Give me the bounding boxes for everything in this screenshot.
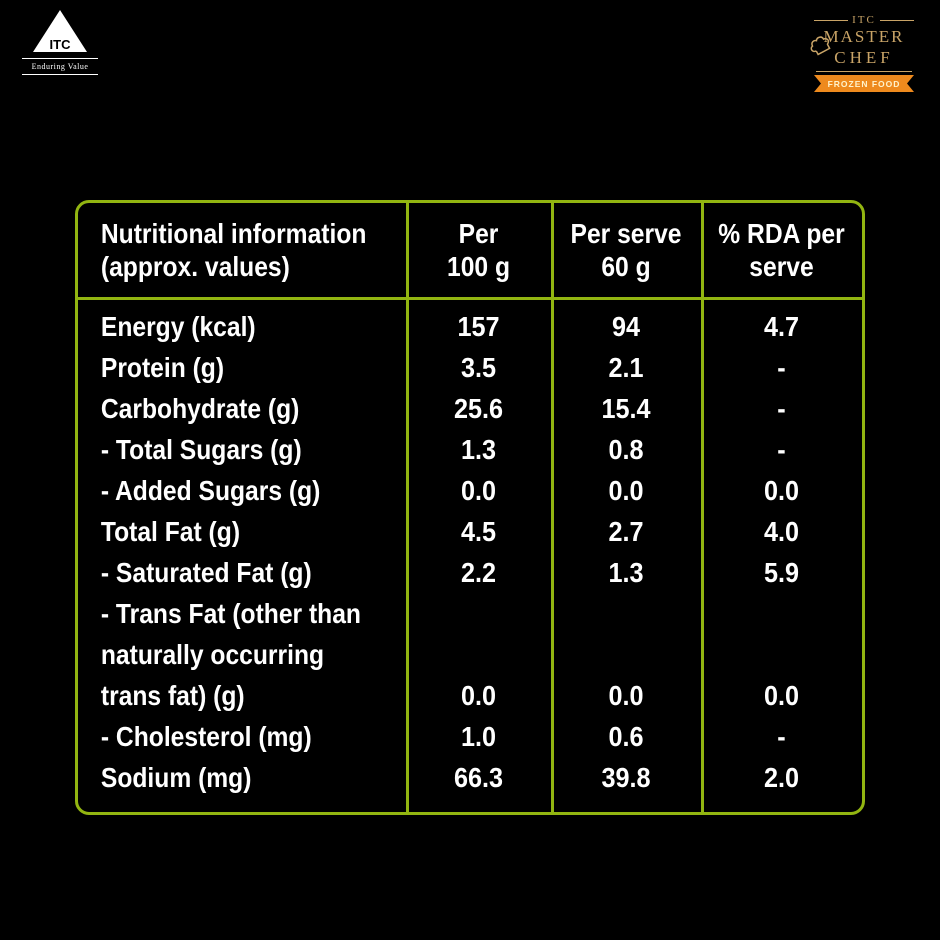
itc-rule-top: [22, 58, 98, 59]
table-body: Energy (kcal) 157 94 4.7 Protein (g) 3.5…: [78, 300, 862, 798]
rda-value: -: [777, 721, 786, 752]
rda-value: -: [777, 393, 786, 424]
header-nutritional-info: Nutritional information (approx. values): [78, 203, 367, 297]
gold-rule-right: [879, 19, 915, 21]
column-divider-3: [701, 203, 704, 812]
rda-value: 2.0: [763, 762, 800, 793]
per-serve-value: 0.0: [608, 475, 644, 506]
svg-text:ITC: ITC: [50, 37, 72, 52]
nutrient-label: Sodium (mg): [100, 762, 252, 793]
column-divider-2: [551, 203, 554, 812]
frozen-food-banner: FROZEN FOOD: [814, 75, 914, 92]
per-100g-value: 2.2: [460, 557, 497, 588]
table-row-sodium: Sodium (mg) 66.3 39.8 2.0: [78, 757, 862, 798]
per-serve-value: 0.0: [608, 680, 644, 711]
header-rda: % RDA per serve: [711, 203, 853, 297]
header-per-serve-line1: Per serve: [570, 218, 682, 249]
per-serve-value: 0.6: [608, 721, 644, 752]
rda-value: -: [777, 352, 786, 383]
masterchef-chef-text: CHEF: [834, 48, 894, 67]
per-serve-value: 1.3: [608, 557, 644, 588]
masterchef-master-text: MASTER: [823, 27, 905, 46]
header-per-100g-line1: Per: [458, 218, 499, 249]
rda-value: 4.0: [763, 516, 800, 547]
header-rda-line1: % RDA per: [718, 218, 845, 249]
per-100g-value: 0.0: [460, 680, 497, 711]
nutrient-label: - Added Sugars (g): [100, 475, 321, 506]
per-serve-value: 2.1: [608, 352, 644, 383]
header-per-serve: Per serve 60 g: [560, 203, 692, 297]
gold-rule-bottom: [816, 71, 912, 72]
table-row-total-fat: Total Fat (g) 4.5 2.7 4.0: [78, 511, 862, 552]
rda-value: 0.0: [763, 475, 800, 506]
per-100g-value: 4.5: [460, 516, 497, 547]
header-per-100g-line2: 100 g: [446, 251, 511, 282]
per-100g-value: 0.0: [460, 475, 497, 506]
chef-hat-icon: [810, 36, 831, 56]
nutrient-label: Carbohydrate (g): [100, 393, 300, 424]
per-100g-value: 25.6: [453, 393, 504, 424]
per-serve-value: 2.7: [608, 516, 644, 547]
per-100g-value: 157: [457, 311, 500, 342]
per-serve-value: 15.4: [601, 393, 651, 424]
table-row-cholesterol: - Cholesterol (mg) 1.0 0.6 -: [78, 716, 862, 757]
per-100g-value: 1.0: [460, 721, 497, 752]
column-divider-1: [406, 203, 409, 812]
header-per-100g: Per 100 g: [415, 203, 543, 297]
table-header-row: Nutritional information (approx. values)…: [78, 203, 862, 300]
itc-emblem-icon: ITC: [33, 10, 87, 52]
nutrient-label: - Cholesterol (mg): [100, 721, 312, 752]
itc-tagline: Enduring Value: [31, 62, 89, 71]
rda-value: 4.7: [763, 311, 800, 342]
per-100g-value: 1.3: [460, 434, 497, 465]
per-100g-value: 66.3: [453, 762, 504, 793]
masterchef-itc-row: ITC: [814, 14, 915, 26]
nutrient-label: Total Fat (g): [100, 516, 241, 547]
rda-value: 0.0: [763, 680, 800, 711]
nutrient-label: Energy (kcal): [100, 311, 256, 342]
itc-logo: ITC Enduring Value: [22, 8, 98, 77]
rda-value: -: [777, 434, 786, 465]
table-row-trans-fat: - Trans Fat (other than naturally occurr…: [78, 593, 862, 716]
nutrition-table: Nutritional information (approx. values)…: [75, 200, 865, 815]
frozen-food-banner-text: FROZEN FOOD: [827, 78, 901, 89]
table-row-saturated-fat: - Saturated Fat (g) 2.2 1.3 5.9: [78, 552, 862, 593]
header-per-serve-line2: 60 g: [601, 251, 651, 282]
per-serve-value: 39.8: [601, 762, 651, 793]
nutrient-label: - Total Sugars (g): [100, 434, 302, 465]
per-100g-value: 3.5: [460, 352, 497, 383]
table-row-carbohydrate: Carbohydrate (g) 25.6 15.4 -: [78, 388, 862, 429]
rda-value: 5.9: [763, 557, 800, 588]
header-nutritional-info-line1: Nutritional information: [100, 218, 367, 249]
nutrient-label: - Saturated Fat (g): [100, 557, 312, 588]
table-row-energy: Energy (kcal) 157 94 4.7: [78, 306, 862, 347]
per-serve-value: 94: [611, 311, 641, 342]
table-row-added-sugars: - Added Sugars (g) 0.0 0.0 0.0: [78, 470, 862, 511]
per-serve-value: 0.8: [608, 434, 644, 465]
nutrient-label: - Trans Fat (other than naturally occurr…: [100, 598, 361, 711]
table-row-protein: Protein (g) 3.5 2.1 -: [78, 347, 862, 388]
table-row-total-sugars: - Total Sugars (g) 1.3 0.8 -: [78, 429, 862, 470]
header-rda-line2: serve: [749, 251, 814, 282]
itc-rule-bottom: [22, 74, 98, 75]
masterchef-logo: ITC MASTER CHEF FROZEN FOOD: [810, 14, 915, 92]
nutrient-label: Protein (g): [100, 352, 225, 383]
masterchef-itc-text: ITC: [852, 14, 876, 26]
header-nutritional-info-line2: (approx. values): [100, 251, 290, 282]
gold-rule-left: [814, 19, 849, 21]
